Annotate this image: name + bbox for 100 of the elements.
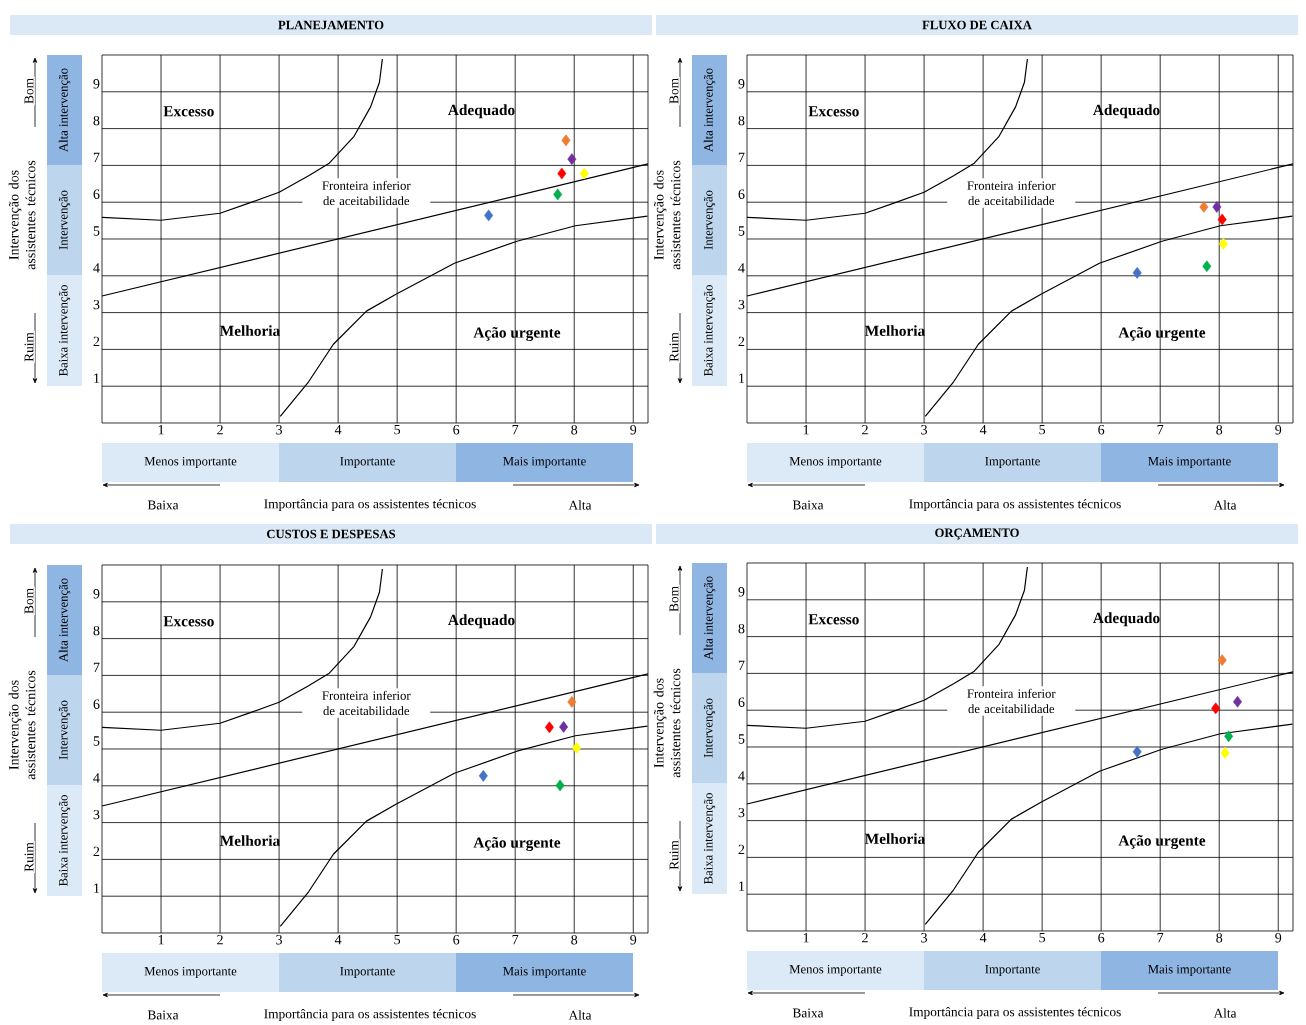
x-axis-title: Importância para os assistentes técnicos <box>264 1008 476 1021</box>
annotation: Adequado <box>1092 612 1160 627</box>
y-tick-label: 2 <box>93 336 100 346</box>
x-tick-label: 4 <box>979 932 987 943</box>
y-tick-label: 8 <box>738 115 745 126</box>
text: Bom <box>24 78 34 104</box>
text: Alta intervenção <box>703 68 716 152</box>
x-tick-label: 7 <box>512 934 519 944</box>
y-tick-label: 5 <box>738 734 745 744</box>
text: Baixa <box>792 500 824 510</box>
y-tick-label: 6 <box>738 189 745 199</box>
text: Alta <box>1213 1008 1237 1018</box>
x-axis-title: Importância para os assistentes técnicos <box>909 498 1121 511</box>
text: Ruim <box>669 332 679 362</box>
x-tick-label: 1 <box>158 424 164 435</box>
text: Baixa intervenção <box>703 284 716 376</box>
text: Mais importante <box>503 456 586 468</box>
text: Baixa intervenção <box>58 794 71 886</box>
y-tick-label: 6 <box>738 697 745 707</box>
text: Importante <box>985 456 1040 468</box>
x-tick-label: 8 <box>1216 424 1223 435</box>
x-tick-label: 6 <box>453 424 460 435</box>
y-tick-label: 3 <box>738 299 745 310</box>
annotation: Excesso <box>808 613 859 625</box>
text: Baixa intervenção <box>703 792 716 884</box>
text: Ruim <box>24 332 34 362</box>
text: Intervenção <box>58 190 71 250</box>
annotation: Excesso <box>163 105 214 117</box>
y-tick-label: 1 <box>94 883 100 893</box>
annotation: Excesso <box>808 105 859 117</box>
x-tick-label: 7 <box>1157 932 1164 942</box>
x-tick-label: 1 <box>158 934 164 945</box>
annotation: Ação urgente <box>473 326 561 341</box>
chart-title: PLANEJAMENTO <box>278 20 384 30</box>
y-axis-title: Intervenção dos assistentes técnicos <box>653 160 681 270</box>
annotation: Ação urgente <box>1118 326 1206 341</box>
text: Menos importante <box>789 456 882 468</box>
text: Baixa <box>147 500 179 510</box>
annotation: Excesso <box>163 615 214 627</box>
text: Baixa <box>147 1010 179 1020</box>
annotation: Adequado <box>1092 104 1160 119</box>
y-tick-label: 9 <box>738 586 745 597</box>
text: Menos importante <box>144 456 237 468</box>
text: Mais importante <box>1148 456 1231 468</box>
annotation: Melhoria <box>865 324 925 336</box>
y-tick-label: 8 <box>93 115 100 126</box>
y-tick-label: 9 <box>93 588 100 599</box>
y-tick-label: 4 <box>93 262 100 273</box>
text: Mais importante <box>503 966 586 978</box>
x-tick-label: 1 <box>803 932 809 943</box>
x-tick-label: 5 <box>394 424 401 435</box>
annotation: Adequado <box>447 614 515 629</box>
y-tick-label: 1 <box>739 373 745 383</box>
annotation: Fronteira inferior de aceitabilidade <box>322 690 411 715</box>
text: Ruim <box>24 842 34 872</box>
annotation: Melhoria <box>865 832 925 844</box>
y-tick-label: 3 <box>93 809 100 820</box>
annotation: Melhoria <box>220 324 280 336</box>
annotation: Ação urgente <box>473 836 561 851</box>
y-tick-label: 9 <box>93 78 100 89</box>
y-tick-label: 7 <box>738 660 745 670</box>
y-tick-label: 8 <box>93 625 100 636</box>
y-tick-label: 4 <box>738 770 745 781</box>
text: Alta intervenção <box>703 576 716 660</box>
y-tick-label: 5 <box>93 736 100 746</box>
x-tick-label: 6 <box>1098 424 1105 435</box>
y-tick-label: 1 <box>94 373 100 383</box>
y-tick-label: 3 <box>93 299 100 310</box>
y-tick-label: 4 <box>93 772 100 783</box>
y-tick-label: 4 <box>738 262 745 273</box>
text: Alta <box>568 500 592 510</box>
x-tick-label: 5 <box>1039 932 1046 943</box>
x-tick-label: 2 <box>217 934 223 945</box>
x-tick-label: 2 <box>217 424 223 435</box>
annotation: Fronteira inferior de aceitabilidade <box>322 180 411 205</box>
annotation: Fronteira inferior de aceitabilidade <box>967 180 1056 205</box>
x-tick-label: 5 <box>1039 424 1046 435</box>
x-tick-label: 3 <box>921 424 928 435</box>
x-tick-label: 8 <box>1216 932 1223 943</box>
y-tick-label: 2 <box>738 336 745 346</box>
x-tick-label: 7 <box>512 424 519 434</box>
text: Bom <box>24 588 34 614</box>
y-axis-title: Intervenção dos assistentes técnicos <box>8 670 36 780</box>
y-axis-title: Intervenção dos assistentes técnicos <box>653 668 681 778</box>
text: Menos importante <box>144 966 237 978</box>
text: Intervenção <box>58 700 71 760</box>
x-tick-label: 8 <box>571 424 578 435</box>
y-tick-label: 5 <box>738 226 745 236</box>
text: Bom <box>669 586 679 612</box>
text: Intervenção <box>703 190 716 250</box>
chart-title: FLUXO DE CAIXA <box>922 20 1032 30</box>
text: Baixa <box>792 1008 824 1018</box>
y-tick-label: 8 <box>738 623 745 634</box>
annotation: Fronteira inferior de aceitabilidade <box>967 688 1056 713</box>
x-tick-label: 7 <box>1157 424 1164 434</box>
y-tick-label: 2 <box>738 844 745 854</box>
text: Bom <box>669 78 679 104</box>
y-tick-label: 6 <box>93 699 100 709</box>
x-tick-label: 3 <box>276 934 283 945</box>
y-tick-label: 7 <box>93 152 100 162</box>
